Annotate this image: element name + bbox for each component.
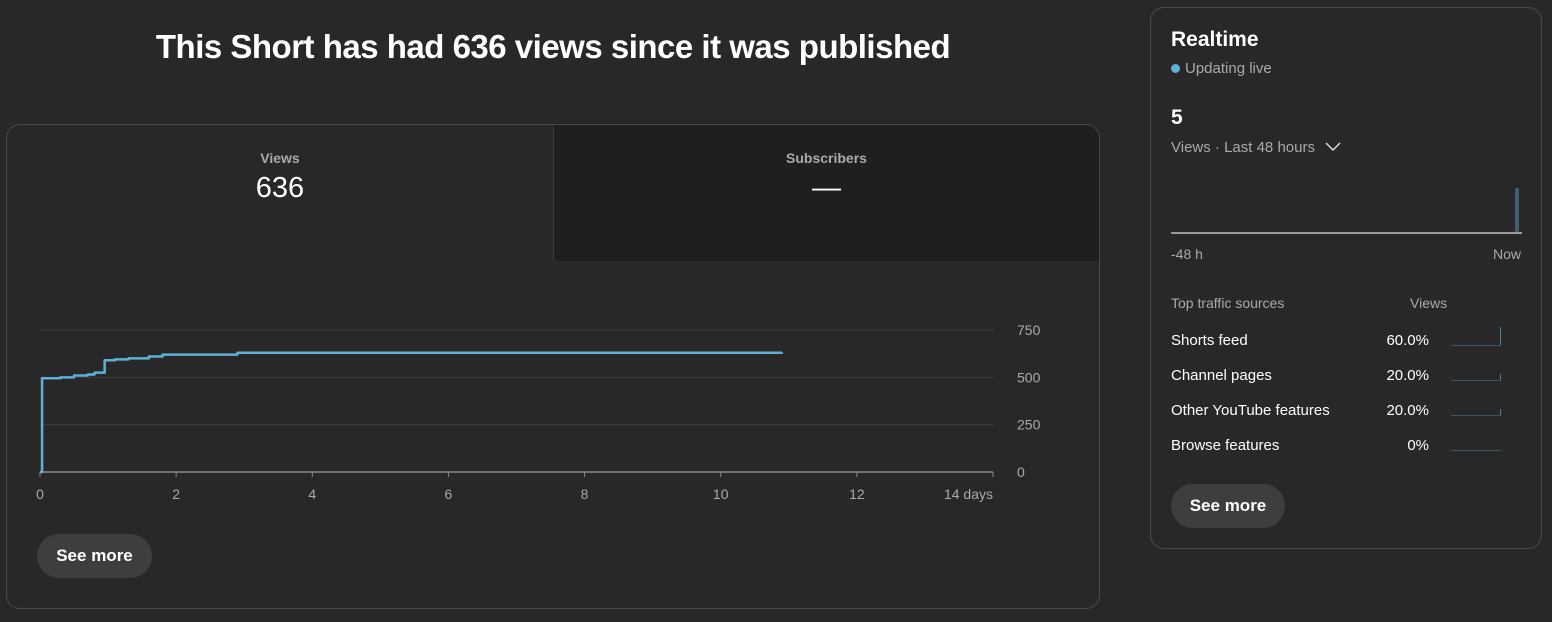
tab-value: 636 [255,172,305,204]
page-title: This Short has had 636 views since it wa… [155,28,951,65]
source-name: Channel pages [1171,367,1272,384]
overview-card: Views 636 Subscribers — 0 250 500 750 0 2 4 6 8 1… [6,124,1100,609]
x-tick-label: 4 [308,486,316,502]
live-status-text: Updating live [1185,60,1272,77]
y-tick-label: 0 [1017,464,1025,480]
x-tick-label: 8 [581,486,589,502]
tab-subscribers[interactable]: Subscribers — [553,125,1099,261]
tab-views[interactable]: Views 636 [7,125,553,261]
source-percent: 60.0% [1386,332,1429,349]
traffic-source-row: Shorts feed 60.0% [1171,327,1521,352]
y-tick-label: 250 [1017,417,1041,433]
x-tick-label: 6 [445,486,453,502]
chevron-down-icon [1325,142,1341,152]
source-bar-fill [1500,327,1501,345]
source-bar [1451,398,1501,416]
period-dropdown[interactable]: Views · Last 48 hours [1171,139,1341,156]
tab-label: Views [260,150,300,166]
views-header: Views [1410,295,1448,311]
realtime-bar [1515,188,1519,232]
tab-label: Subscribers [786,150,867,166]
y-tick-label: 500 [1017,369,1041,385]
live-status: Updating live [1171,60,1272,77]
source-bar [1451,363,1501,381]
source-bar-fill [1500,374,1501,380]
traffic-source-row: Channel pages 20.0% [1171,367,1521,387]
views-line-chart: 0 250 500 750 0 2 4 6 8 10 12 14 days [36,322,1041,502]
source-bar [1451,327,1501,346]
views-series-line [40,351,784,474]
source-percent: 0% [1407,437,1429,454]
source-bar-fill [1500,409,1501,415]
source-percent: 20.0% [1386,367,1429,384]
live-dot-icon [1171,64,1180,73]
realtime-title: Realtime [1171,28,1259,51]
x-tick-label: 12 [849,486,865,502]
x-tick-label: 2 [172,486,180,502]
source-percent: 20.0% [1386,402,1429,419]
realtime-bar-chart [1171,188,1522,234]
axis-end-label: Now [1492,246,1521,262]
source-name: Shorts feed [1171,332,1248,349]
y-tick-label: 750 [1017,322,1041,338]
x-tick-label: 0 [36,486,44,502]
x-tick-label: 10 [713,486,729,502]
axis-start-label: -48 h [1171,246,1203,262]
source-name: Other YouTube features [1171,402,1330,419]
baseline [1171,232,1522,234]
see-more-button[interactable]: See more [37,534,152,578]
x-tick-label: 14 days [944,486,993,502]
source-bar [1451,433,1501,451]
realtime-see-more-button[interactable]: See more [1171,484,1285,528]
period-label: Views · Last 48 hours [1171,139,1315,156]
tab-value: — [812,172,841,204]
source-name: Browse features [1171,437,1280,454]
traffic-source-row: Browse features 0% [1171,437,1521,457]
realtime-count: 5 [1171,106,1183,129]
realtime-card: Realtime Updating live 5 Views · Last 48… [1150,7,1542,549]
traffic-source-row: Other YouTube features 20.0% [1171,402,1521,422]
traffic-header: Top traffic sources [1171,295,1285,311]
